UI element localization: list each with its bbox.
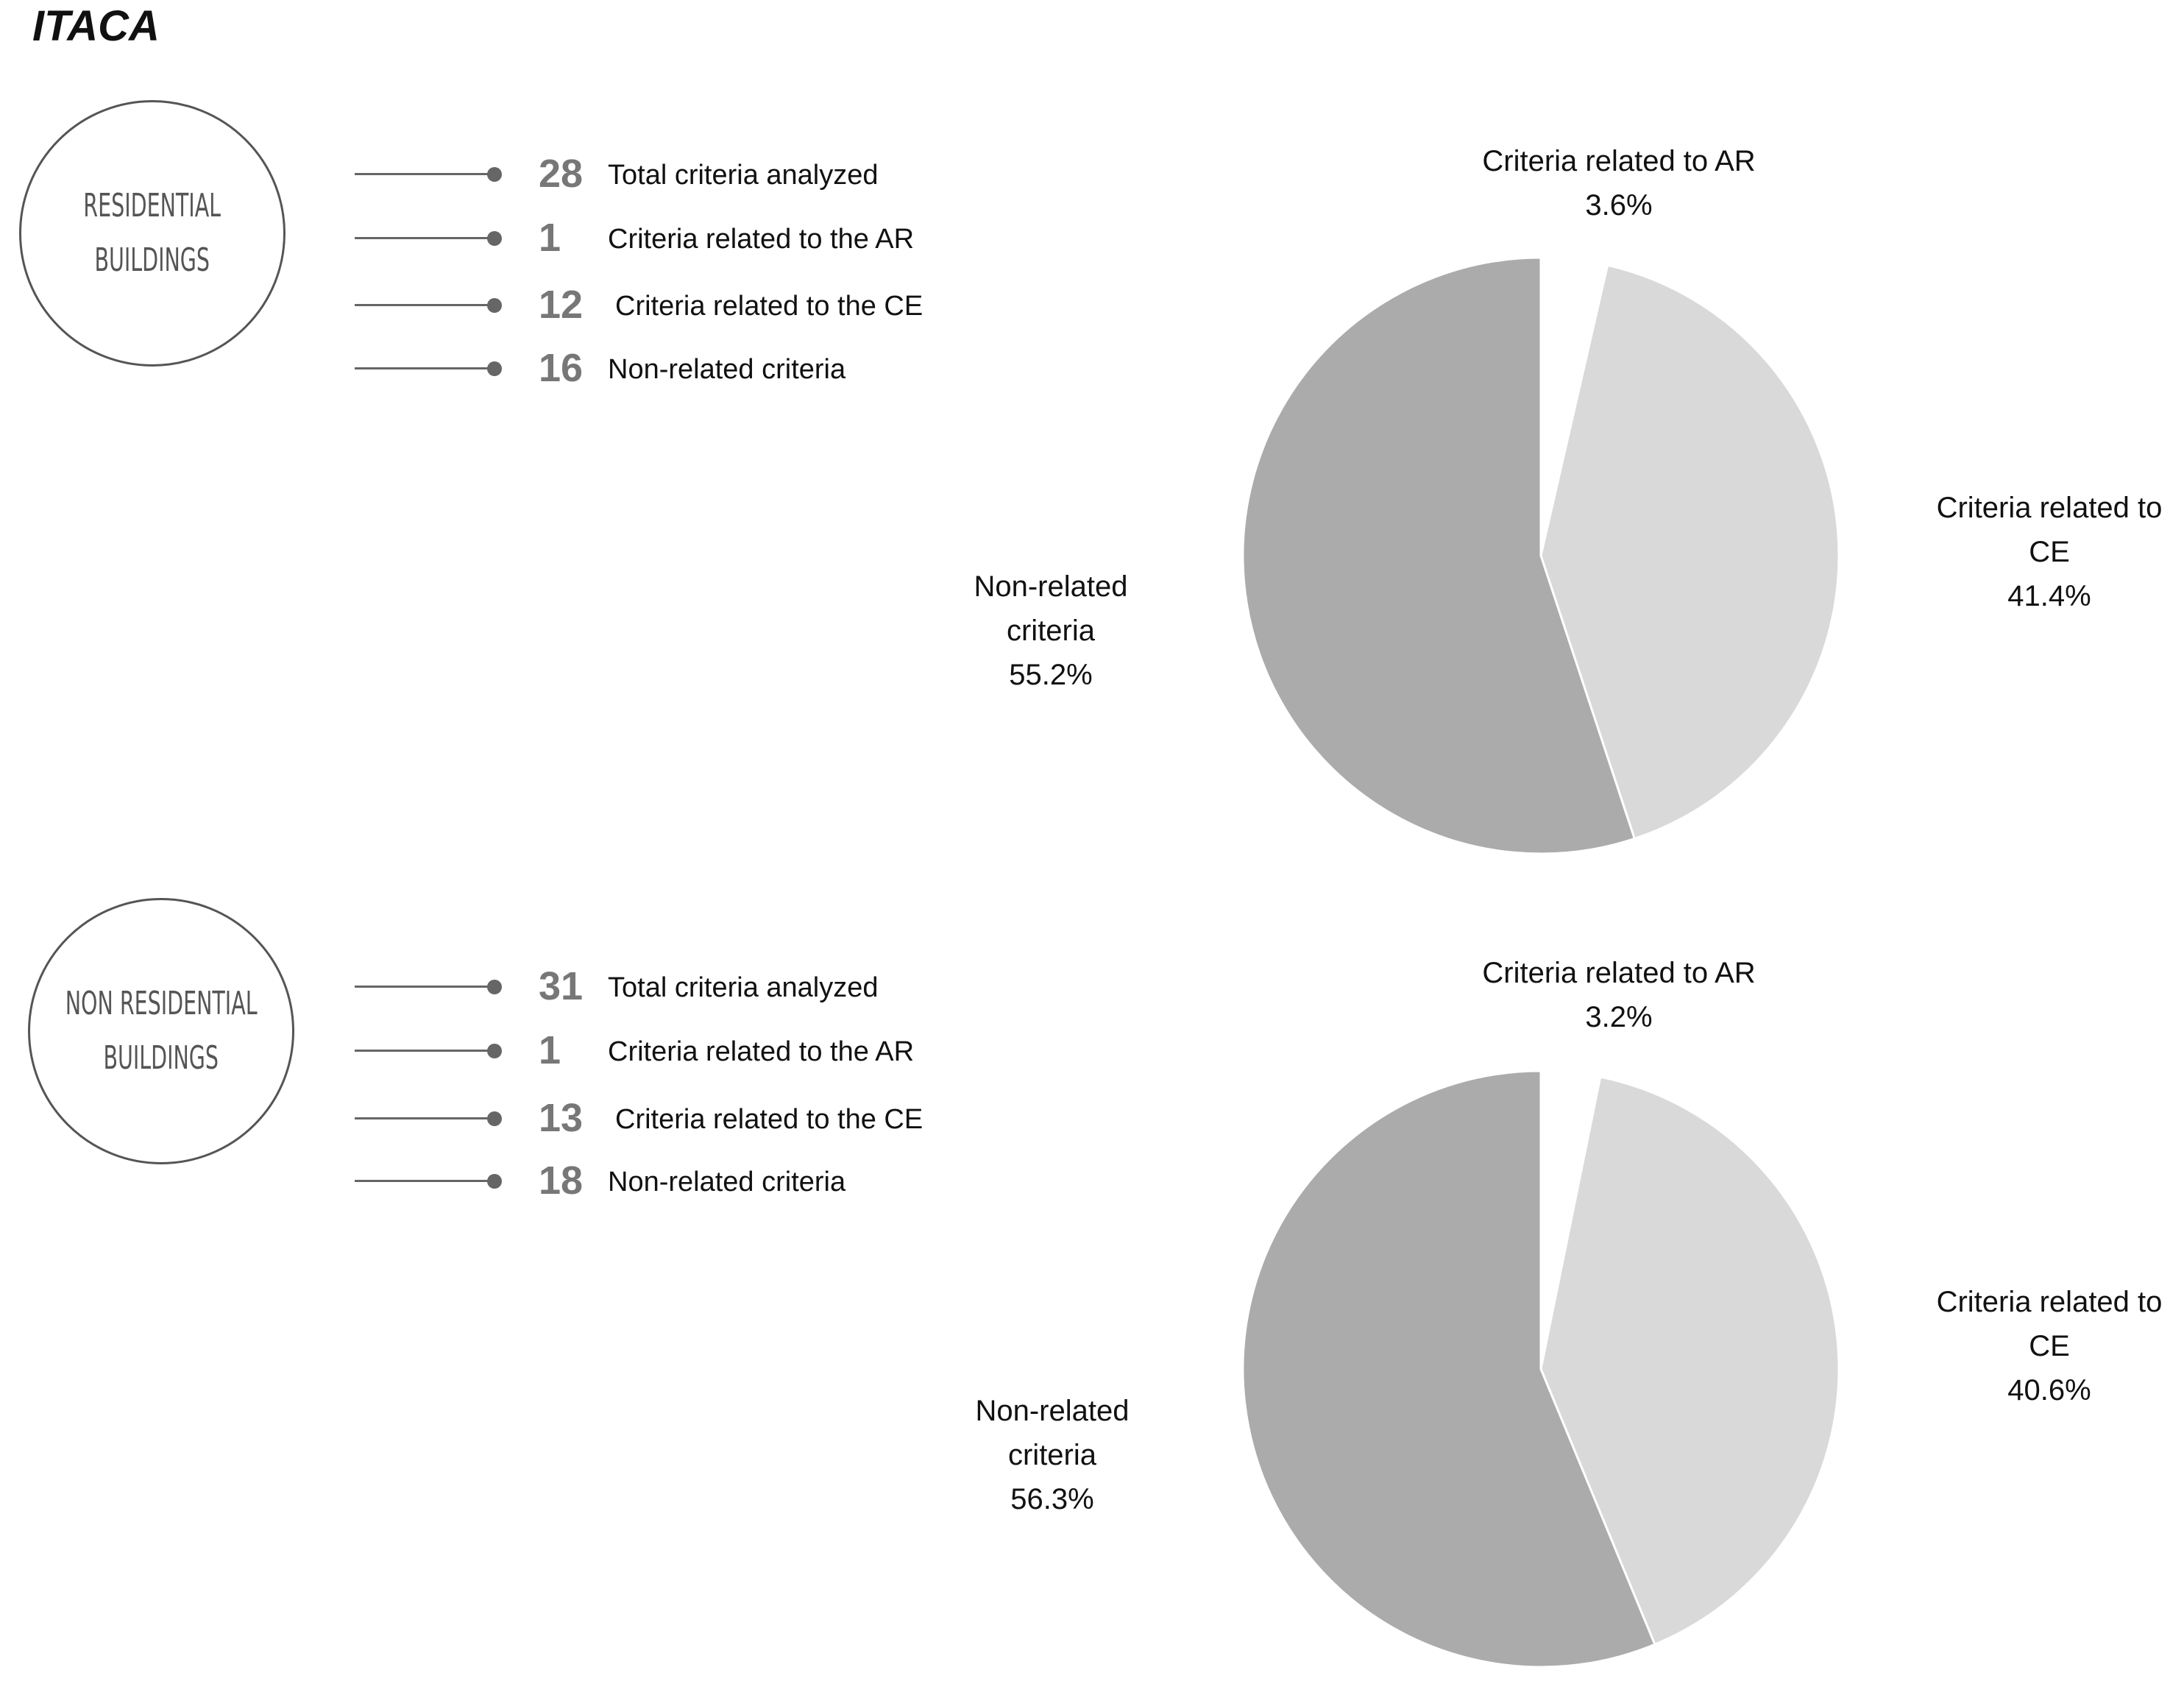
slice-value-label: 55.2% [1009,659,1092,691]
stat-value: 1 [539,1028,561,1072]
slice-name-label: criteria [1008,1439,1097,1471]
stat-value: 28 [539,152,584,196]
stat-non-related: 16 Non-related criteria [355,346,1164,390]
slice-name-label: Criteria related to AR [1482,957,1755,989]
slice-label: Non-related criteria 56.3% [975,1395,1129,1515]
stat-label: Total criteria analyzed [608,972,879,1003]
connector-dot [487,1111,502,1126]
pie-slice-criteria-related-to-ce [1539,1075,1840,1646]
pie-slice-criteria-related-to-ce [1539,263,1840,841]
non-residential-badge: NON RESIDENTIAL BUILDINGS [28,898,294,1164]
stat-total: 31 Total criteria analyzed [355,964,1164,1008]
stat-value: 13 [539,1096,584,1140]
connector-line [355,1117,494,1119]
stat-ar: 1 Criteria related to the AR [355,1028,1164,1072]
stat-label: Criteria related to the AR [608,224,915,255]
slice-name-label: CE [2029,536,2070,568]
slice-value-label: 40.6% [2007,1374,2091,1407]
stat-value: 12 [539,283,584,327]
residential-section: RESIDENTIAL BUILDINGS [0,0,1104,412]
connector-dot [487,167,502,182]
slice-name-label: Criteria related to [1937,492,2163,524]
connector-line [355,986,494,988]
stat-non-related: 18 Non-related criteria [355,1158,1164,1203]
slice-value-label: 3.2% [1585,1001,1652,1033]
stat-label: Non-related criteria [608,1167,846,1197]
slice-label: Criteria related to AR 3.2% [1482,957,1755,1033]
connector-line [355,1180,494,1182]
slice-label: Non-related criteria 55.2% [974,570,1127,691]
stat-label: Criteria related to the CE [615,1104,923,1135]
stat-total: 28 Total criteria analyzed [355,152,1164,196]
connector-dot [487,980,502,994]
stat-value: 16 [539,346,584,390]
stat-label: Criteria related to the AR [608,1036,915,1067]
stat-label: Criteria related to the CE [615,291,923,322]
slice-value-label: 56.3% [1010,1483,1093,1515]
connector-dot [487,231,502,246]
connector-line [355,237,494,239]
stat-value: 1 [539,216,561,260]
stat-label: Non-related criteria [608,354,846,385]
connector-dot [487,1174,502,1189]
slice-label: Criteria related to CE 40.6% [1937,1286,2163,1407]
stat-ar: 1 Criteria related to the AR [355,216,1164,260]
page-title: ITACA [32,2,160,50]
connector-dot [487,298,502,313]
stat-ce: 12 Criteria related to the CE [355,283,1164,327]
pie-slice-non-related-criteria [1241,256,1637,855]
badge-line-1: NON RESIDENTIAL [65,985,258,1022]
pie-chart-2: Criteria related to AR 3.2%Criteria relat… [975,957,2163,1669]
connector-dot [487,361,502,376]
badge-line-2: BUILDINGS [103,1039,219,1077]
connector-line [355,173,494,175]
stat-label: Total criteria analyzed [608,160,879,191]
slice-label: Criteria related to AR 3.6% [1482,145,1755,222]
slice-name-label: Non-related [974,570,1127,603]
residential-badge: RESIDENTIAL BUILDINGS [19,100,286,367]
connector-line [355,367,494,369]
connector-line [355,304,494,306]
slice-name-label: Non-related [975,1395,1129,1427]
pie-slice-non-related-criteria [1241,1069,1656,1669]
connector-line [355,1050,494,1052]
badge-line-2: BUILDINGS [94,241,210,279]
stat-ce: 13 Criteria related to the CE [355,1096,1164,1140]
badge-line-1: RESIDENTIAL [83,187,221,224]
slice-value-label: 41.4% [2007,580,2091,612]
connector-dot [487,1044,502,1058]
slice-value-label: 3.6% [1585,189,1652,222]
slice-name-label: Criteria related to [1937,1286,2163,1318]
pie-chart-1: Criteria related to AR 3.6%Criteria relat… [974,145,2163,855]
slice-name-label: Criteria related to AR [1482,145,1755,177]
stat-value: 31 [539,964,584,1008]
slice-name-label: CE [2029,1330,2070,1362]
slice-label: Criteria related to CE 41.4% [1937,492,2163,612]
stat-value: 18 [539,1158,584,1203]
slice-name-label: criteria [1007,615,1096,647]
